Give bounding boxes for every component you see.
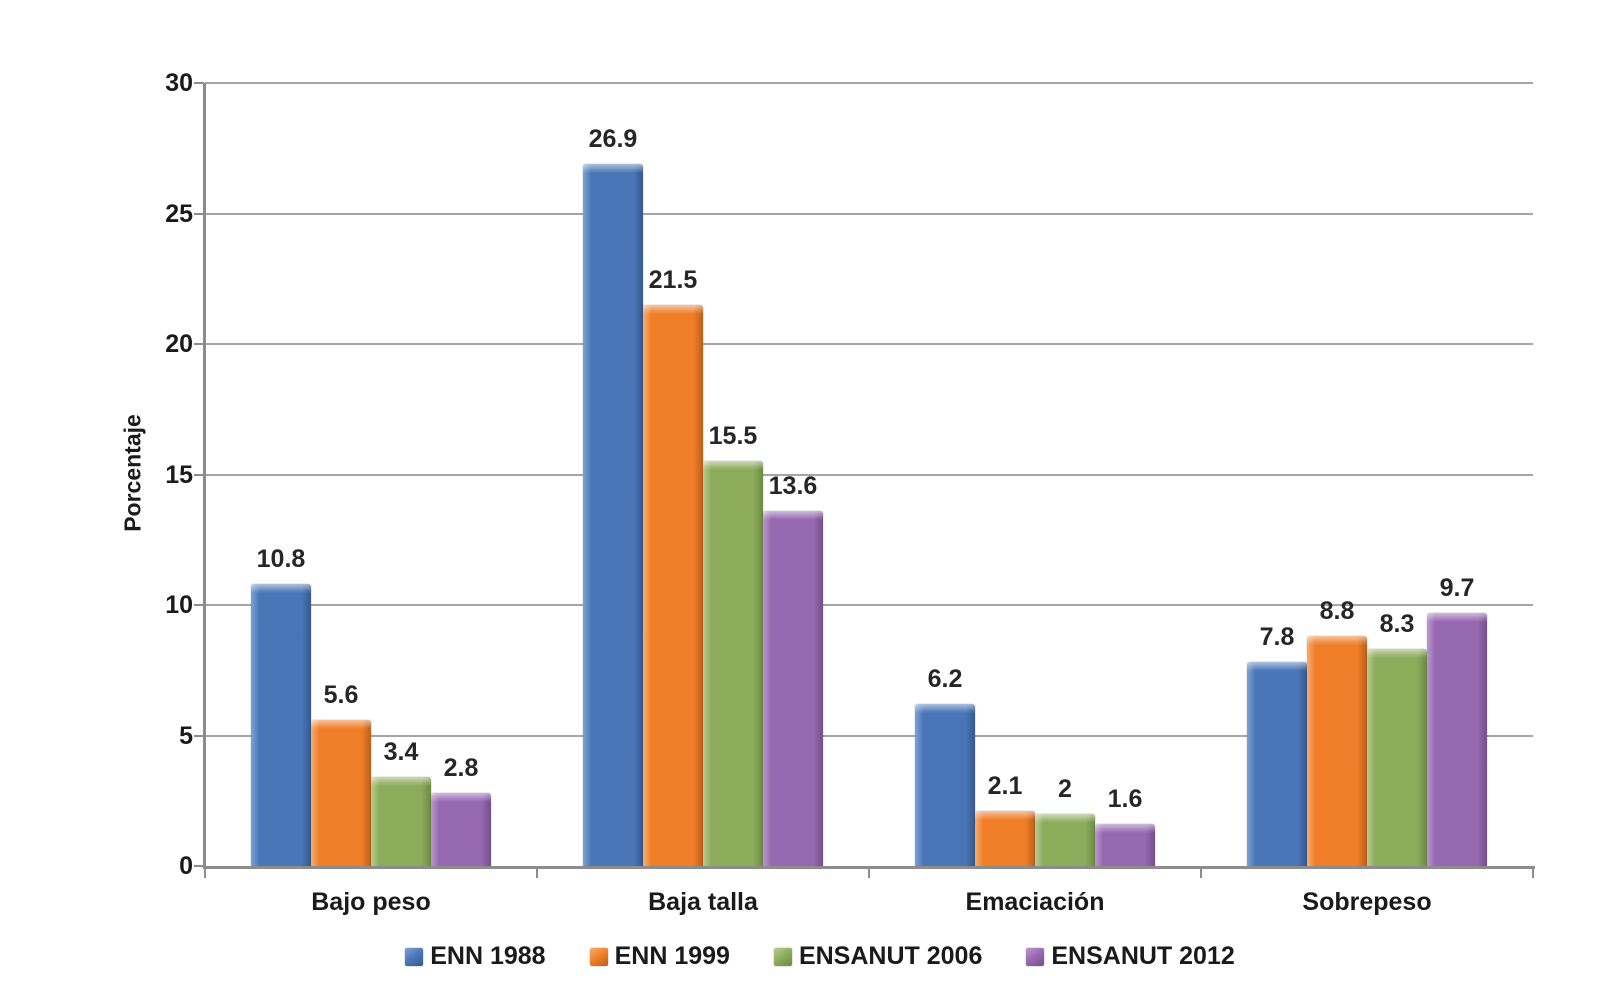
bar-bevel-highlight bbox=[311, 719, 371, 729]
bar-emaciación-ensanut-2012 bbox=[1095, 824, 1155, 866]
bar-value-label: 2.1 bbox=[987, 772, 1023, 801]
bar-value-label: 9.7 bbox=[1439, 573, 1475, 602]
legend-item-enn-1988: ENN 1988 bbox=[405, 942, 546, 971]
y-axis-tick-label: 5 bbox=[179, 721, 193, 750]
bar-value-label: 13.6 bbox=[768, 472, 818, 501]
legend-label: ENSANUT 2006 bbox=[798, 942, 983, 970]
y-axis-line bbox=[203, 83, 206, 869]
x-axis-category-label: Bajo peso bbox=[311, 888, 431, 916]
bar-value-label: 21.5 bbox=[648, 265, 698, 294]
legend-swatch-icon bbox=[1026, 947, 1045, 966]
gridline bbox=[205, 343, 1533, 345]
gridline bbox=[205, 604, 1533, 606]
legend-swatch-icon bbox=[405, 947, 424, 966]
bar-bajo-peso-enn-1988 bbox=[251, 584, 311, 866]
bar-emaciación-ensanut-2006 bbox=[1035, 813, 1095, 866]
gridline bbox=[205, 82, 1533, 84]
legend-item-ensanut-2006: ENSANUT 2006 bbox=[773, 942, 983, 971]
bar-bajo-peso-ensanut-2012 bbox=[431, 792, 491, 866]
bar-value-label: 10.8 bbox=[256, 545, 306, 574]
y-axis-tick-label: 0 bbox=[179, 852, 193, 880]
bar-value-label: 26.9 bbox=[588, 124, 638, 153]
y-axis-tick-mark bbox=[194, 604, 204, 606]
x-axis-category-label: Baja talla bbox=[648, 888, 758, 916]
bar-value-label: 5.6 bbox=[323, 680, 359, 709]
x-axis-tick-mark bbox=[204, 869, 206, 878]
legend-label: ENSANUT 2012 bbox=[1051, 942, 1235, 970]
bar-value-label: 7.8 bbox=[1259, 623, 1295, 652]
bar-value-label: 1.6 bbox=[1107, 785, 1143, 814]
legend-item-ensanut-2012: ENSANUT 2012 bbox=[1026, 942, 1235, 971]
bar-emaciación-enn-1988 bbox=[915, 704, 975, 866]
bar-emaciación-enn-1999 bbox=[975, 811, 1035, 866]
bar-sobrepeso-enn-1988 bbox=[1247, 662, 1307, 866]
bar-bevel-highlight bbox=[975, 811, 1035, 821]
y-axis-tick-label: 10 bbox=[165, 591, 193, 619]
y-axis-tick-mark bbox=[194, 82, 204, 84]
x-axis-tick-mark bbox=[1532, 869, 1534, 878]
bar-bevel-highlight bbox=[1247, 662, 1307, 672]
bar-bajo-peso-enn-1999 bbox=[311, 719, 371, 866]
y-axis-tick-label: 15 bbox=[165, 460, 193, 489]
x-axis-category-label: Sobrepeso bbox=[1302, 888, 1432, 916]
bar-value-label: 2.8 bbox=[443, 753, 479, 782]
bar-value-label: 3.4 bbox=[383, 738, 419, 767]
y-axis-tick-mark bbox=[194, 473, 204, 476]
bar-bevel-highlight bbox=[583, 163, 643, 173]
legend-swatch-icon bbox=[773, 947, 792, 966]
bar-sobrepeso-ensanut-2006 bbox=[1367, 649, 1427, 866]
x-axis-tick-mark bbox=[1200, 869, 1202, 878]
bar-value-label: 8.3 bbox=[1379, 610, 1415, 639]
legend: ENN 1988 ENN 1999 ENSANUT 2006 ENSANUT 2012 bbox=[0, 942, 1604, 971]
bar-value-label: 8.8 bbox=[1319, 597, 1355, 626]
gridline bbox=[205, 473, 1533, 476]
gridline bbox=[205, 212, 1533, 215]
bar-bevel-highlight bbox=[1427, 612, 1487, 622]
bar-bevel-highlight bbox=[1367, 649, 1427, 659]
bar-bevel-highlight bbox=[1095, 824, 1155, 834]
legend-swatch-icon bbox=[589, 947, 608, 966]
bar-value-label: 6.2 bbox=[927, 665, 963, 694]
gridline bbox=[205, 734, 1533, 737]
bar-bevel-highlight bbox=[371, 777, 431, 787]
bar-bajo-peso-ensanut-2006 bbox=[371, 777, 431, 866]
x-axis-line bbox=[203, 866, 1535, 869]
bar-bevel-highlight bbox=[1307, 636, 1367, 646]
bar-value-label: 2 bbox=[1058, 774, 1072, 803]
y-axis-tick-mark bbox=[194, 212, 204, 215]
x-axis-category-label: Emaciación bbox=[965, 888, 1105, 916]
bar-baja-talla-ensanut-2012 bbox=[763, 511, 823, 866]
bar-sobrepeso-enn-1999 bbox=[1307, 636, 1367, 866]
legend-item-enn-1999: ENN 1999 bbox=[589, 942, 730, 971]
bar-value-label: 15.5 bbox=[708, 422, 758, 451]
bar-bevel-highlight bbox=[1035, 813, 1095, 823]
x-axis-tick-mark bbox=[868, 869, 870, 878]
y-axis-tick-mark bbox=[194, 343, 204, 345]
legend-label: ENN 1988 bbox=[430, 942, 546, 970]
y-axis-tick-mark bbox=[194, 865, 204, 867]
bar-bevel-highlight bbox=[431, 792, 491, 802]
bar-bevel-highlight bbox=[703, 461, 763, 471]
y-axis-tick-label: 20 bbox=[165, 330, 193, 358]
legend-label: ENN 1999 bbox=[614, 942, 730, 970]
y-axis-tick-label: 25 bbox=[165, 199, 193, 228]
bar-baja-talla-ensanut-2006 bbox=[703, 461, 763, 866]
bar-sobrepeso-ensanut-2012 bbox=[1427, 612, 1487, 866]
bar-bevel-highlight bbox=[915, 704, 975, 714]
x-axis-tick-mark bbox=[536, 869, 538, 878]
bar-bevel-highlight bbox=[763, 511, 823, 521]
y-axis-tick-mark bbox=[194, 734, 204, 737]
plot-area: 10.8 5.6 3.4 2.8 26.9 21.5 15.5 13.6 6.2 2.1 2 1.6 7… bbox=[205, 82, 1533, 866]
bar-baja-talla-enn-1988 bbox=[583, 163, 643, 866]
y-axis-tick-label: 30 bbox=[165, 69, 193, 97]
bar-bevel-highlight bbox=[251, 584, 311, 594]
bar-baja-talla-enn-1999 bbox=[643, 304, 703, 866]
bar-bevel-highlight bbox=[643, 304, 703, 314]
